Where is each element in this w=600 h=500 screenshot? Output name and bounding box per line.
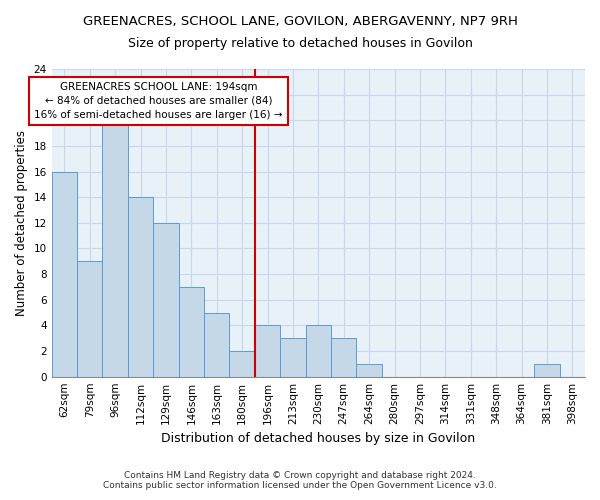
Bar [77,262,103,376]
Bar [255,326,280,376]
Bar [52,172,77,376]
Bar [305,326,331,376]
X-axis label: Distribution of detached houses by size in Govilon: Distribution of detached houses by size … [161,432,475,445]
Text: GREENACRES, SCHOOL LANE, GOVILON, ABERGAVENNY, NP7 9RH: GREENACRES, SCHOOL LANE, GOVILON, ABERGA… [83,15,517,28]
Bar [534,364,560,376]
Bar [356,364,382,376]
Y-axis label: Number of detached properties: Number of detached properties [15,130,28,316]
Bar [204,312,229,376]
Bar [280,338,305,376]
Bar [179,287,204,376]
Bar [153,223,179,376]
Bar [128,197,153,376]
Bar [229,351,255,376]
Text: Contains HM Land Registry data © Crown copyright and database right 2024.
Contai: Contains HM Land Registry data © Crown c… [103,470,497,490]
Bar [103,120,128,376]
Text: Size of property relative to detached houses in Govilon: Size of property relative to detached ho… [128,38,472,51]
Bar [331,338,356,376]
Text: GREENACRES SCHOOL LANE: 194sqm
← 84% of detached houses are smaller (84)
16% of : GREENACRES SCHOOL LANE: 194sqm ← 84% of … [34,82,283,120]
